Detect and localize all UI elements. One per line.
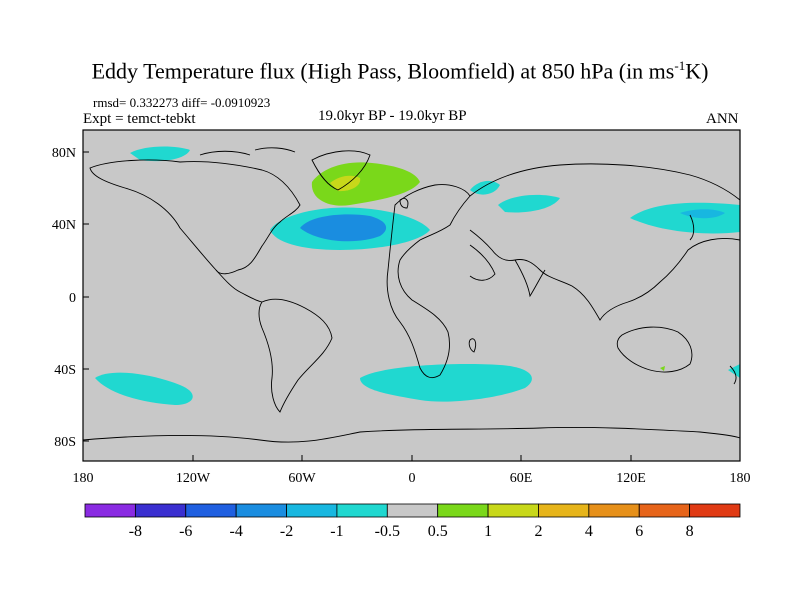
colorbar-label: -8 [129,523,142,540]
plot-title: Eddy Temperature flux (High Pass, Bloomf… [91,58,709,84]
eurasia-patch [498,194,560,213]
colorbar-swatch [638,503,691,518]
colorbar-label: 0.5 [428,523,448,540]
colorbar-swatch [134,503,187,518]
n-atlantic-positive-patch [311,162,420,206]
lon-tick-label: 60W [288,471,316,486]
central-america-coast [215,269,263,303]
coastlines [82,147,741,443]
colorbar-swatch [84,503,136,518]
lon-tick-label: 120W [176,471,211,486]
arabia-coast [469,244,496,281]
australia-coast [616,326,693,373]
lat-tick-labels: 80N 40N 0 40S 80S [52,146,76,450]
period-label: 19.0kyr BP - 19.0kyr BP [318,108,467,124]
lon-tick-label: 180 [730,471,751,486]
arctic-islands-coast [199,147,296,156]
colorbar-label: 8 [686,523,694,540]
lon-tick-label: 60E [510,471,533,486]
colorbar: -8 -6 -4 -2 -1 -0.5 0.5 1 2 4 6 8 [84,503,741,540]
colorbar-swatch [336,503,388,518]
colorbar-label: 2 [534,523,542,540]
colorbar-swatch [487,503,539,518]
greenland-coast [311,150,371,191]
colorbar-label: 1 [484,523,492,540]
n-atlantic-negative-core [300,214,387,242]
north-america-coast [89,159,301,275]
lat-tick-label: 80N [52,146,76,161]
nz-positive-dot [660,366,665,371]
colorbar-label: -0.5 [375,523,400,540]
colorbar-label: -6 [179,523,192,540]
lat-tick-label: 0 [69,291,76,306]
colorbar-swatch [588,503,640,518]
lat-tick-label: 40N [52,218,76,233]
colorbar-label: -2 [280,523,293,540]
lon-tick-labels: 180 120W 60W 0 60E 120E 180 [73,471,751,486]
axis-ticks [82,151,741,461]
europe-africa-coast [386,184,471,379]
colorbar-label: 6 [635,523,643,540]
colorbar-swatch [437,503,489,518]
asia-coast [469,163,741,321]
lon-tick-label: 120E [616,471,646,486]
season-label: ANN [706,111,739,127]
s-atlantic-patch [360,364,532,402]
colorbar-swatch [235,503,287,518]
antarctica-coast [82,427,741,443]
n-pacific-core [680,209,725,219]
japan-coast [689,214,695,241]
colorbar-swatch [286,503,338,518]
lon-tick-label: 180 [73,471,94,486]
nz-coast [729,365,737,385]
colorbar-swatch [538,503,590,518]
s-pacific-patch [95,372,193,405]
madagascar-coast [468,338,477,353]
colorbar-label: -4 [229,523,242,540]
uk-coast [399,197,409,209]
lat-tick-label: 40S [54,363,76,378]
lat-tick-label: 80S [54,435,76,450]
colorbar-label: -1 [330,523,343,540]
lon-tick-label: 0 [409,471,416,486]
colorbar-swatch [689,503,741,518]
anomaly-patches [95,146,740,405]
europe-patch [470,180,500,195]
colorbar-swatch [386,503,439,518]
arctic-patch [130,146,190,162]
expt-label: Expt = temct-tebkt [83,111,196,127]
stats-label: rmsd= 0.332273 diff= -0.0910923 [93,95,271,110]
south-america-coast [258,298,333,413]
colorbar-label: 4 [585,523,593,540]
india-coast [514,259,546,298]
colorbar-swatch [185,503,237,518]
